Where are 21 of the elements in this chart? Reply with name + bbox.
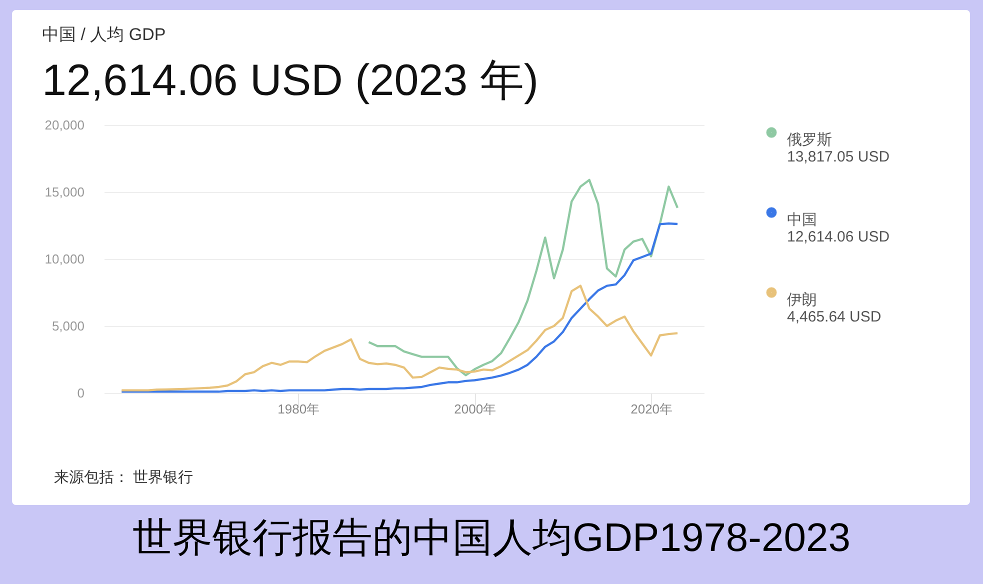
text: 4,465.64 USD	[787, 308, 882, 326]
text: 13,817.05 USD	[787, 148, 890, 166]
y-tick-label: 0	[77, 386, 84, 400]
text: 12,614.06 USD	[787, 228, 890, 246]
x-tick-label: 2020年	[630, 402, 673, 416]
text: 世界银行报告的中国人均GDP1978-2023	[132, 515, 852, 562]
line-series	[120, 284, 679, 392]
line-series	[368, 178, 679, 376]
y-tick-label: 10,000	[44, 252, 84, 266]
legend-label: 伊朗	[787, 292, 817, 308]
y-tick-label: 15,000	[44, 184, 84, 200]
y-tick-label: 5,000	[52, 318, 84, 334]
text: 来源包括： 世界银行	[54, 468, 194, 487]
chart-title: 中国 / 人均 GDP	[42, 25, 166, 44]
x-tick-label: 2000年	[454, 402, 496, 416]
legend-label: 中国	[787, 212, 817, 228]
x-tick-label: 1980年	[278, 402, 320, 416]
legend-label: 俄罗斯	[787, 132, 832, 148]
y-tick-label: 20,000	[44, 118, 84, 132]
chart-subtitle: 12,614.06 USD (2023 年)	[42, 56, 539, 105]
line-series	[120, 222, 679, 393]
